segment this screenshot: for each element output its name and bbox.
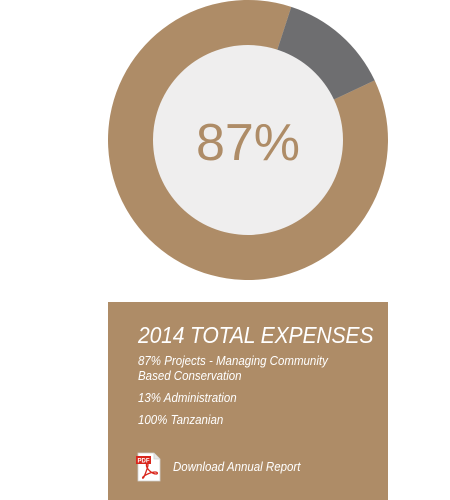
- pdf-icon-text: PDF: [138, 459, 150, 465]
- donut-svg: 87%: [108, 0, 388, 280]
- donut-percentage-label: 87%: [196, 114, 300, 172]
- download-annual-report-link[interactable]: PDF Download Annual Report: [136, 452, 312, 482]
- stat-projects-line2: Based Conservation: [138, 369, 242, 383]
- stat-projects-line1: 87% Projects - Managing Community: [138, 354, 328, 368]
- stat-tanzanian: 100% Tanzanian: [138, 413, 224, 427]
- panel-title: 2014 TOTAL EXPENSES: [138, 322, 374, 348]
- pdf-icon: PDF: [136, 452, 161, 482]
- donut-center: [153, 45, 343, 235]
- stat-projects: 87% Projects - Managing Community Based …: [138, 354, 346, 384]
- stat-administration: 13% Administration: [138, 391, 237, 405]
- expenses-panel: 2014 TOTAL EXPENSES 87% Projects - Manag…: [108, 302, 388, 500]
- expenses-donut-chart: 87%: [108, 0, 388, 280]
- download-label: Download Annual Report: [173, 460, 301, 474]
